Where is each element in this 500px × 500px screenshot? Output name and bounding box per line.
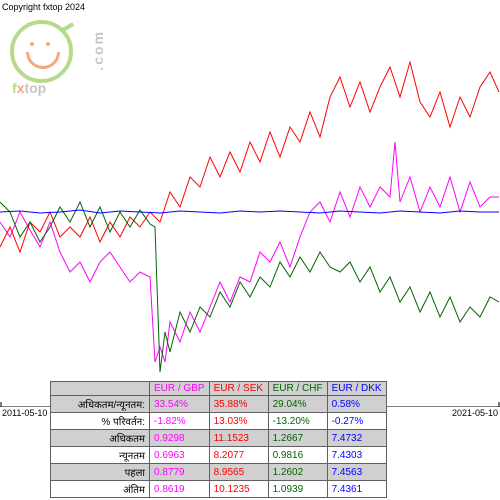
row-header: % परिवर्तन: [51,413,150,430]
row-header: पहला [51,464,150,481]
x-start-label: 2011-05-10 [2,408,47,418]
x-end-label: 2021-05-10 [452,408,498,418]
table-cell: 10.1235 [209,481,268,498]
table-cell: 0.8779 [150,464,210,481]
chart-lines [0,0,500,407]
table-corner [51,382,150,396]
column-header: EUR / CHF [268,382,327,396]
series-line [0,202,499,372]
table-cell: 11.1523 [209,430,268,447]
row-header: अधिकतम/न्यूनतम: [51,396,150,413]
table-cell: 7.4303 [327,447,386,464]
data-table: EUR / GBPEUR / SEKEUR / CHFEUR / DKK अधि… [50,381,387,498]
table-cell: 8.2077 [209,447,268,464]
column-header: EUR / DKK [327,382,386,396]
table-cell: 0.8619 [150,481,210,498]
table-cell: 0.6963 [150,447,210,464]
series-line [0,62,499,252]
table-cell: 33.54% [150,396,210,413]
table-cell: -0.27% [327,413,386,430]
table-cell: 0.9298 [150,430,210,447]
table-cell: -13.20% [268,413,327,430]
table-cell: 1.0939 [268,481,327,498]
table-cell: 0.58% [327,396,386,413]
table-cell: 8.9565 [209,464,268,481]
table-cell: -1.82% [150,413,210,430]
table-cell: 7.4563 [327,464,386,481]
table-cell: 35.88% [209,396,268,413]
table-cell: 1.2602 [268,464,327,481]
table-cell: 7.4732 [327,430,386,447]
table-cell: 1.2667 [268,430,327,447]
row-header: न्यूनतम [51,447,150,464]
table-cell: 29.04% [268,396,327,413]
row-header: अधिकतम [51,430,150,447]
table-cell: 7.4361 [327,481,386,498]
column-header: EUR / SEK [209,382,268,396]
table-cell: 13.03% [209,413,268,430]
series-line [0,142,499,362]
column-header: EUR / GBP [150,382,210,396]
row-header: अंतिम [51,481,150,498]
table-cell: 0.9816 [268,447,327,464]
